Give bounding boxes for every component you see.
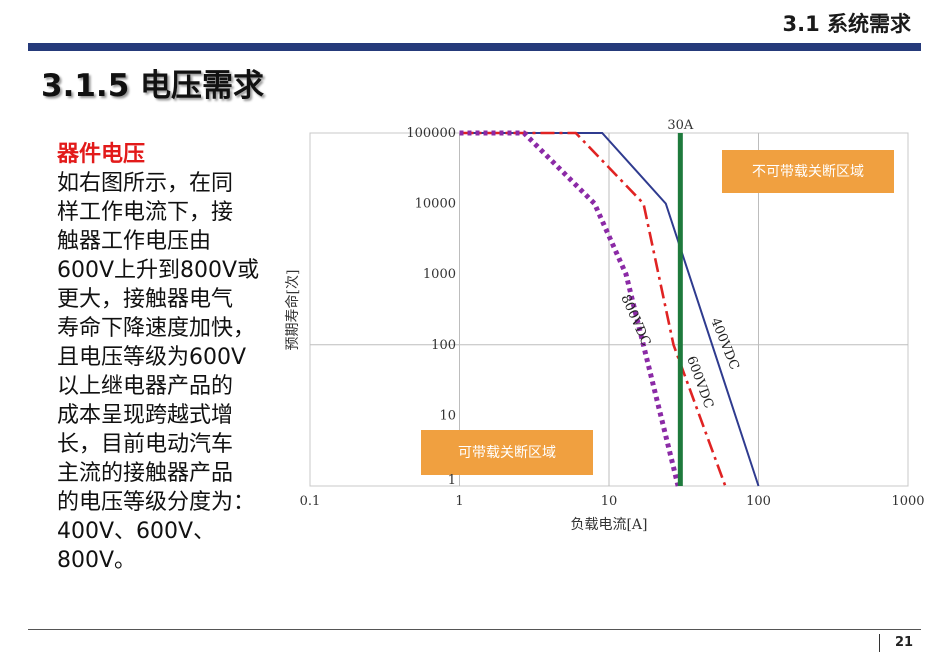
annotation-label-no-load-break: 不可带载关断区域 — [752, 164, 864, 180]
footer-rule — [28, 629, 921, 630]
annotation-box-no-load-break — [722, 150, 894, 193]
slide-title: 3.1.5 电压需求 — [41, 68, 265, 104]
y-tick-label: 1 — [448, 473, 456, 488]
y-tick-label: 10 — [439, 408, 456, 423]
section-title: 3.1 系统需求 — [782, 12, 911, 36]
y-axis-label: 预期寿命[次] — [284, 270, 301, 351]
vline-label: 30A — [667, 118, 694, 133]
annotation-box-load-break — [421, 430, 593, 475]
body-paragraph: 如右图所示，在同 样工作电流下，接 触器工作电压由 600V上升到800V或 更… — [57, 171, 260, 573]
x-tick-label: 100 — [746, 494, 771, 509]
x-tick-label: 0.1 — [300, 494, 321, 509]
y-tick-label: 100 — [431, 338, 456, 353]
series-line-800vdc — [459, 130, 681, 487]
header-rule — [28, 43, 921, 51]
y-tick-label: 10000 — [415, 197, 456, 212]
x-tick-label: 1 — [455, 494, 463, 509]
page-separator — [879, 634, 880, 652]
body-text: 器件电压 如右图所示，在同 样工作电流下，接 触器工作电压由 600V上升到80… — [57, 140, 287, 575]
series-line-600vdc — [459, 131, 727, 487]
x-axis-label: 负载电流[A] — [570, 517, 647, 533]
body-heading: 器件电压 — [57, 142, 146, 167]
x-tick-label: 1000 — [891, 494, 924, 509]
series-line-400vdc — [459, 132, 760, 487]
x-tick-label: 10 — [601, 494, 618, 509]
annotation-label-load-break: 可带载关断区域 — [458, 445, 556, 461]
y-tick-label: 1000 — [423, 267, 456, 282]
page-number: 21 — [895, 635, 914, 650]
y-tick-label: 100000 — [406, 126, 456, 141]
